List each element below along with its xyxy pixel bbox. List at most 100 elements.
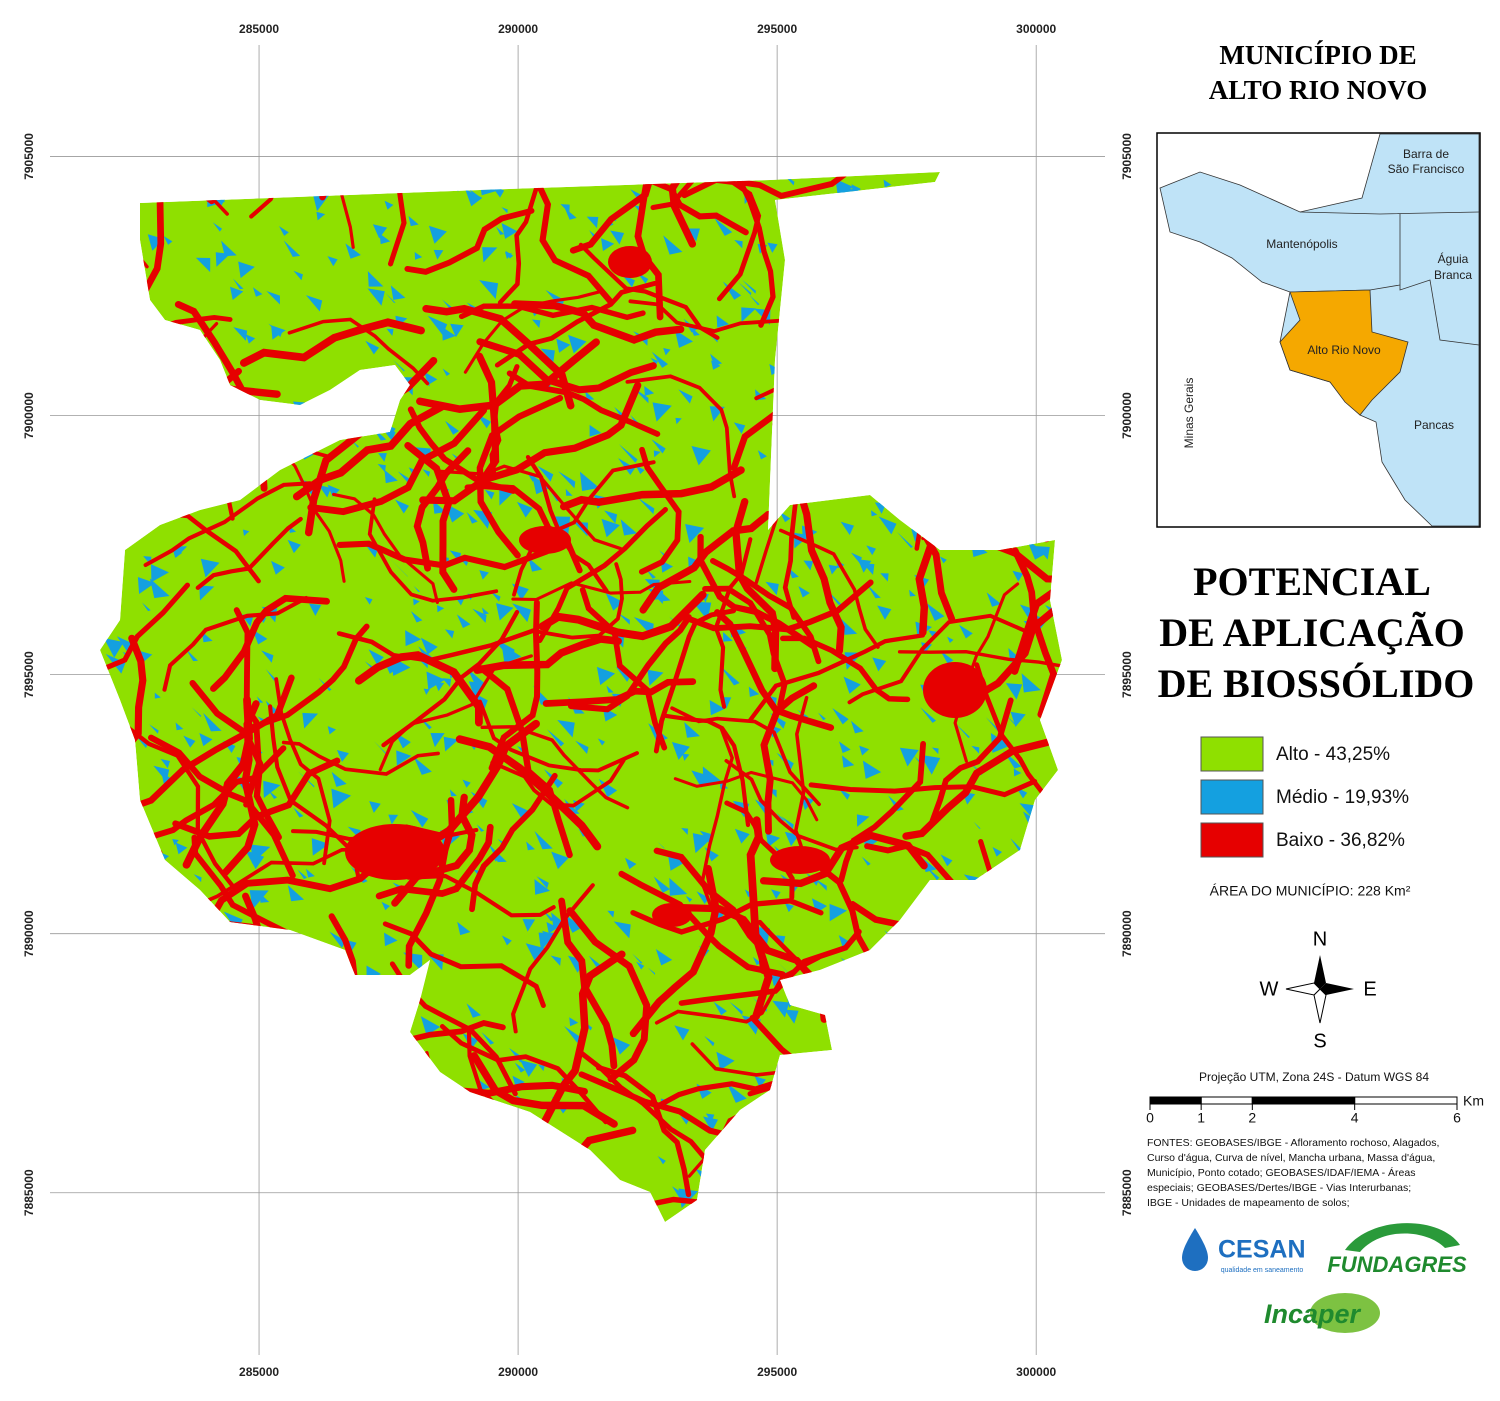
class-patch [834, 441, 849, 456]
x-tick-label: 295000 [757, 22, 797, 36]
class-stream [268, 1160, 390, 1222]
class-patch [192, 1054, 213, 1074]
class-patch [719, 665, 740, 686]
class-patch [331, 771, 347, 787]
class-patch [671, 742, 690, 760]
class-patch [674, 329, 693, 348]
class-patch [172, 838, 179, 846]
class-patch [579, 471, 600, 492]
class-patch [129, 419, 137, 428]
class-patch [958, 960, 965, 968]
class-patch [408, 467, 416, 475]
class-stream [796, 257, 966, 371]
class-stream [756, 1050, 906, 1140]
legend-swatch [1200, 736, 1264, 772]
class-patch [844, 262, 855, 273]
compass-arm [1320, 983, 1354, 995]
class-patch [1038, 889, 1052, 904]
class-stream [913, 874, 987, 1083]
class-patch [180, 1115, 196, 1131]
logo-text: qualidade em saneamento [1221, 1267, 1304, 1274]
class-patch [423, 688, 430, 695]
class-patch [145, 462, 157, 474]
class-patch [149, 981, 164, 996]
class-patch [551, 851, 569, 870]
class-patch [998, 1221, 1005, 1222]
legend-label: Baixo - 36,82% [1276, 830, 1405, 851]
class-stream [560, 466, 745, 511]
class-patch [516, 501, 533, 518]
class-patch [231, 1187, 240, 1196]
class-stream [511, 300, 685, 344]
x-tick-label: 285000 [239, 22, 279, 36]
class-patch [644, 386, 655, 396]
class-patch [138, 1173, 157, 1192]
class-patch [1013, 768, 1022, 777]
class-patch [871, 510, 878, 517]
class-patch [597, 738, 606, 746]
class-patch [1021, 673, 1041, 693]
inset-label: Mantenópolis [1266, 237, 1337, 251]
class-patch [981, 1100, 1001, 1120]
class-patch [311, 838, 330, 856]
class-stream [957, 206, 1062, 247]
class-patch [460, 1194, 470, 1204]
class-stream [476, 338, 657, 394]
class-patch [199, 732, 213, 747]
class-patch [695, 172, 707, 183]
class-patch [413, 585, 420, 593]
class-patch [857, 559, 872, 573]
class-stream [838, 741, 926, 883]
class-stream [794, 481, 845, 655]
projection-note: Projeção UTM, Zona 24S - Datum WGS 84 [1199, 1070, 1429, 1084]
class-patch [389, 1075, 396, 1083]
legend: Alto - 43,25% Médio - 19,93% Baixo - 36,82… [1200, 736, 1409, 858]
class-patch [685, 524, 705, 543]
scale-segment [1354, 1096, 1458, 1105]
class-stream [307, 1178, 386, 1222]
class-patch [203, 712, 222, 732]
class-stream [100, 956, 153, 1010]
class-stream [668, 172, 776, 248]
class-patch [482, 247, 498, 263]
class-stream [100, 824, 111, 934]
class-patch [663, 348, 671, 356]
class-patch [152, 893, 162, 904]
class-stream [537, 507, 668, 644]
class-patch [1028, 1087, 1047, 1106]
class-patch [1031, 410, 1039, 419]
class-stream [100, 385, 120, 579]
class-stream [404, 207, 535, 275]
class-patch [899, 317, 911, 329]
class-stream [983, 931, 1062, 1061]
class-stream [274, 677, 332, 866]
class-stream [200, 856, 386, 936]
class-patch [187, 1203, 196, 1212]
class-patch [1039, 249, 1052, 262]
class-patch [154, 692, 161, 699]
class-patch [748, 686, 760, 698]
theme-line: DE APLICAÇÃO [1159, 610, 1465, 655]
class-stream [792, 1176, 872, 1222]
class-patch [876, 985, 885, 994]
class-patch [456, 614, 471, 628]
class-patch [765, 581, 779, 596]
class-patch [149, 1148, 168, 1167]
class-patch [1029, 262, 1047, 280]
class-patch [859, 1019, 869, 1028]
class-patch [199, 585, 215, 601]
y-tick-label: 7890000 [22, 910, 36, 957]
class-patch [971, 1166, 991, 1185]
class-patch [984, 1107, 998, 1121]
class-patch [1039, 519, 1052, 532]
class-patch [783, 1166, 794, 1177]
class-patch [206, 434, 224, 452]
class-patch [319, 418, 334, 433]
class-patch [512, 603, 531, 623]
class-patch [882, 1210, 903, 1222]
class-stream [148, 911, 162, 1083]
class-patch [663, 235, 683, 255]
class-patch [752, 956, 762, 966]
class-patch [462, 779, 471, 788]
class-stream [760, 682, 818, 835]
